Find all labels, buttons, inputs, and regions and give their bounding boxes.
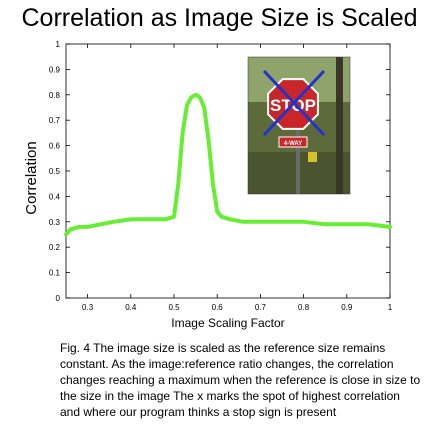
four-way-plate xyxy=(278,136,308,148)
y-tick-label: 0.6 xyxy=(49,142,61,151)
figure-caption: Fig. 4 The image size is scaled as the r… xyxy=(60,341,421,419)
y-tick-label: 1 xyxy=(56,40,61,49)
y-tick-label: 0.3 xyxy=(49,218,61,227)
x-tick-label: 0.8 xyxy=(298,303,310,312)
four-way-plate-text: 4-WAY xyxy=(284,141,302,147)
y-tick-label: 0.5 xyxy=(49,167,61,176)
x-tick-label: 0.3 xyxy=(82,303,94,312)
sign-post xyxy=(296,127,300,194)
y-tick-label: 0.1 xyxy=(49,269,61,278)
y-tick-label: 0 xyxy=(56,294,61,303)
correlation-series-line xyxy=(64,92,392,237)
chart-title: Correlation as Image Size is Scaled xyxy=(21,4,418,32)
x-axis-label: Image Scaling Factor xyxy=(171,316,284,330)
y-tick-label: 0.4 xyxy=(49,192,61,201)
y-tick-label: 0.2 xyxy=(49,243,61,252)
x-tick-label: 0.5 xyxy=(168,303,180,312)
x-tick-label: 0.9 xyxy=(341,303,353,312)
x-tick-label: 1 xyxy=(388,303,393,312)
x-marker-stroke-2 xyxy=(262,69,326,137)
y-tick-label: 0.8 xyxy=(49,91,61,100)
x-tick-label: 0.4 xyxy=(125,303,137,312)
x-tick-label: 0.7 xyxy=(255,303,267,312)
y-tick-label: 0.9 xyxy=(49,65,61,74)
yellow-sign xyxy=(308,152,317,162)
x-tick-label: 0.6 xyxy=(212,303,224,312)
inset-photo-border xyxy=(247,56,351,195)
y-axis-label: Correlation xyxy=(23,141,40,214)
y-tick-label: 0.7 xyxy=(49,116,61,125)
inset-photo-tree-trunk xyxy=(336,57,343,194)
